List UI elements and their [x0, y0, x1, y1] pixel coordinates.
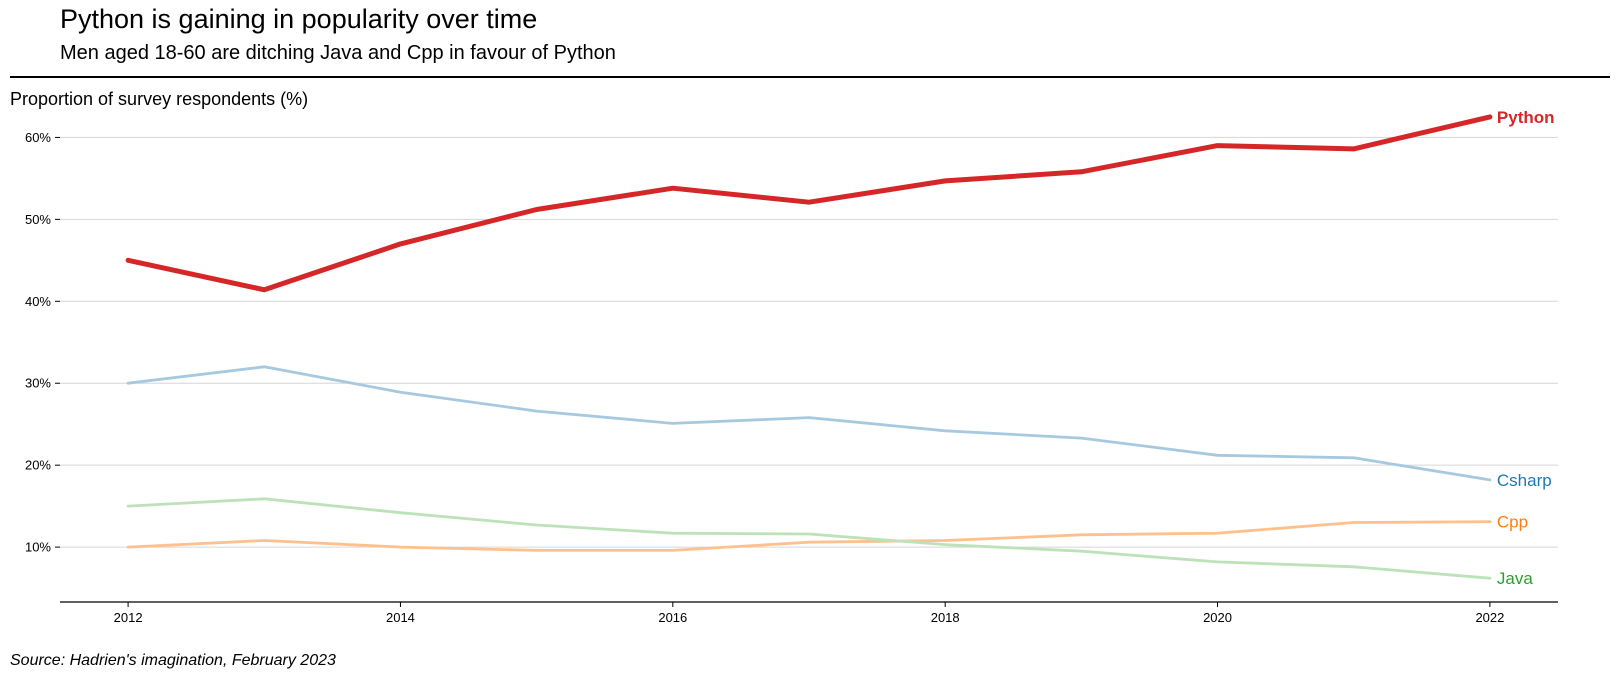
chart-title: Python is gaining in popularity over tim… [60, 4, 538, 34]
gridlines: 10% 20% 30% 40% 50% 60% [25, 130, 1558, 555]
y-axis-label: Proportion of survey respondents (%) [10, 89, 309, 109]
series-line-cpp [126, 520, 1492, 552]
x-axis: 2012 2014 2016 2018 2020 2022 [60, 601, 1558, 625]
x-tick-label: 2014 [386, 610, 415, 625]
series-labels: Python Csharp Cpp Java [1497, 108, 1555, 588]
y-tick-label: 30% [25, 376, 51, 391]
x-tick-label: 2012 [114, 610, 143, 625]
y-tick-label: 60% [25, 130, 51, 145]
y-tick-label: 50% [25, 212, 51, 227]
series-label-csharp: Csharp [1497, 471, 1552, 490]
x-tick-label: 2022 [1475, 610, 1504, 625]
source-note: Source: Hadrien's imagination, February … [10, 652, 336, 669]
x-tick-label: 2016 [658, 610, 687, 625]
series-lines [125, 114, 1493, 580]
x-tick-label: 2018 [931, 610, 960, 625]
y-tick-label: 20% [25, 458, 51, 473]
y-tick-label: 10% [25, 540, 51, 555]
series-line-java [126, 497, 1492, 580]
title-divider [10, 76, 1610, 78]
x-tick-label: 2020 [1203, 610, 1232, 625]
y-tick-label: 40% [25, 294, 51, 309]
chart-subtitle: Men aged 18-60 are ditching Java and Cpp… [60, 42, 616, 64]
series-line-csharp [126, 365, 1492, 482]
series-label-python: Python [1497, 108, 1555, 127]
series-line-python [125, 114, 1493, 293]
series-label-cpp: Cpp [1497, 513, 1528, 532]
series-label-java: Java [1497, 569, 1533, 588]
